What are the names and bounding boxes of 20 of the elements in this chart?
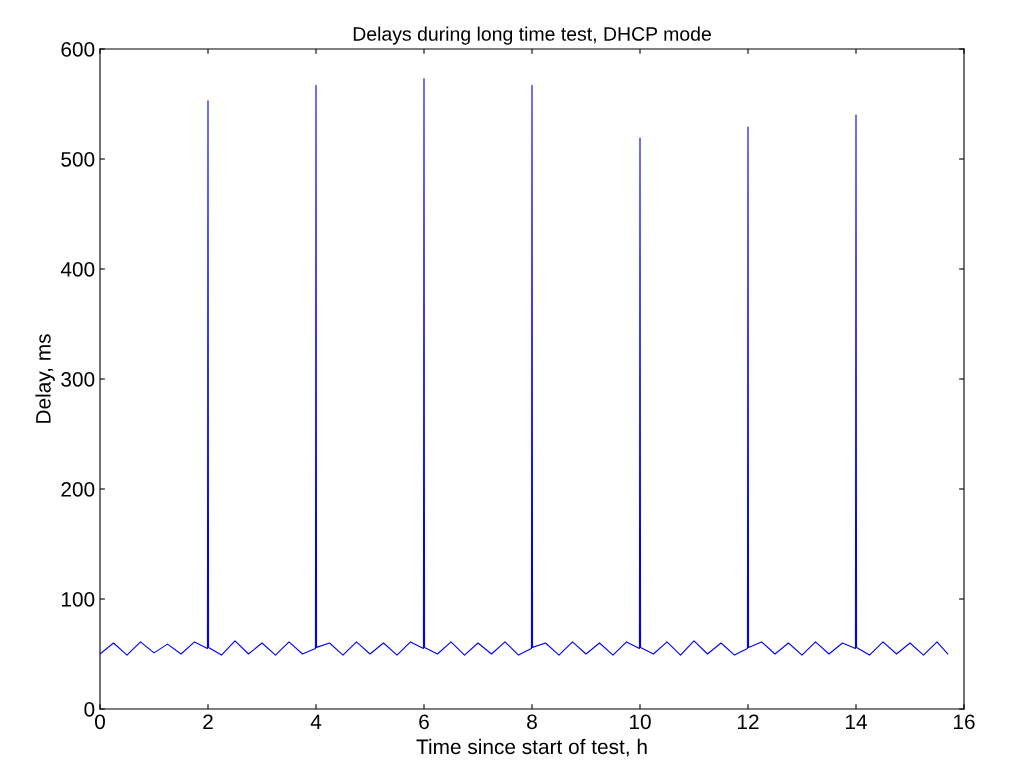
x-tick-label: 4 [310, 714, 322, 729]
y-tick-label: 400 [60, 262, 95, 277]
x-tick-label: 12 [738, 714, 759, 729]
y-tick-label: 100 [61, 592, 95, 607]
line-series [100, 78, 949, 656]
x-axis-title: Time since start of test, h [416, 738, 647, 757]
x-tick-label: 0 [95, 714, 105, 730]
y-tick-label: 0 [84, 702, 95, 717]
x-tick-label: 16 [954, 714, 975, 730]
x-tick-label: 14 [846, 714, 867, 729]
chart-title: Delays during long time test, DHCP mode [353, 26, 711, 45]
y-tick-label: 500 [61, 152, 95, 167]
y-tick-label: 600 [61, 42, 95, 57]
y-tick-label: 200 [61, 482, 95, 497]
x-tick-label: 2 [203, 714, 213, 729]
y-axis-title: Delay, ms [35, 334, 55, 423]
x-tick-label: 8 [527, 714, 537, 730]
x-tick-label: 6 [419, 714, 429, 730]
x-tick-label: 10 [630, 714, 651, 730]
y-tick-label: 300 [61, 372, 95, 387]
